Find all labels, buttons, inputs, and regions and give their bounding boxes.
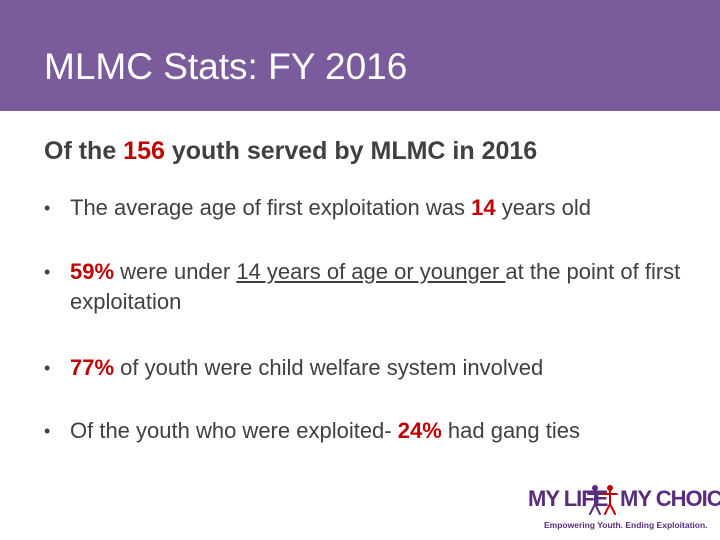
bullet-icon: • xyxy=(44,358,51,378)
bullet-2-text-end: at the point of first exploitation xyxy=(70,259,681,314)
bullet-icon: • xyxy=(44,262,51,282)
subtitle-suffix: youth served by MLMC in 2016 xyxy=(164,137,538,165)
figures-icon xyxy=(587,485,618,515)
bullet-2-highlight: 59% xyxy=(70,259,115,284)
bullet-2-underlined: 14 years of age or younger xyxy=(236,259,506,284)
slide-subtitle: Of the 156 youth served by MLMC in 2016 xyxy=(44,137,537,166)
bullet-icon: • xyxy=(44,198,51,218)
title-bar xyxy=(0,0,720,111)
bullet-text: 59% were under 14 years of age or younge… xyxy=(70,257,710,317)
bullet-text: The average age of first exploitation wa… xyxy=(70,193,710,223)
bullet-3-highlight: 77% xyxy=(70,355,115,380)
slide-title: MLMC Stats: FY 2016 xyxy=(44,46,408,87)
bullet-icon: • xyxy=(44,421,51,441)
bullet-1-text-end: years old xyxy=(495,195,591,220)
bullet-3-text: of youth were child welfare system invol… xyxy=(114,355,544,380)
bullet-1-highlight: 14 xyxy=(471,195,496,220)
bullet-text: 77% of youth were child welfare system i… xyxy=(70,353,710,383)
bullet-1-text: The average age of first exploitation wa… xyxy=(70,195,472,220)
logo-tagline: Empowering Youth. Ending Exploitation. xyxy=(544,520,708,530)
bullet-4-highlight: 24% xyxy=(397,418,442,443)
bullet-4-text: Of the youth who were exploited- xyxy=(70,418,398,443)
subtitle-prefix: Of the xyxy=(44,137,124,165)
bullet-text: Of the youth who were exploited- 24% had… xyxy=(70,416,710,446)
subtitle-count: 156 xyxy=(123,137,165,165)
bullet-2-text: were under xyxy=(114,259,237,284)
bullet-4-text-end: had gang ties xyxy=(441,418,581,443)
